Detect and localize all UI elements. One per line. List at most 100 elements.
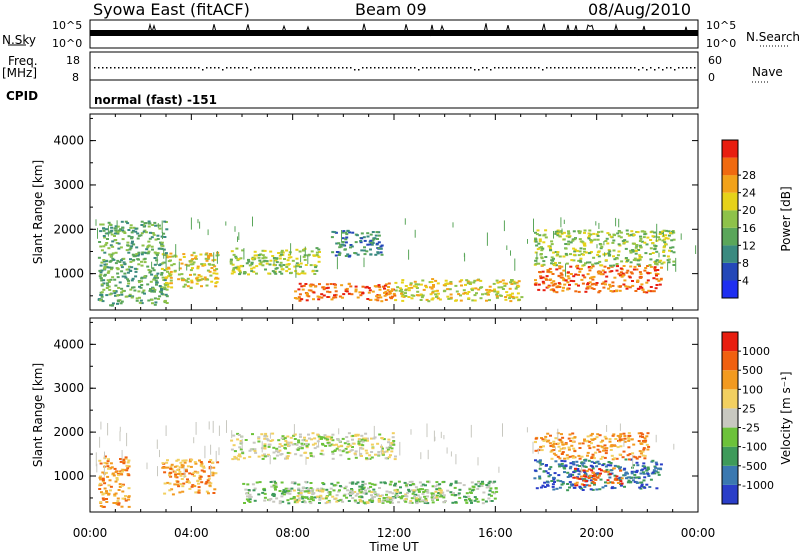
power-panel-cell bbox=[189, 269, 193, 272]
velocity-panel-cell bbox=[212, 466, 216, 469]
freq-dot bbox=[362, 67, 364, 69]
velocity-panel-cell bbox=[370, 451, 374, 453]
power-panel-cell bbox=[544, 229, 548, 232]
velocity-panel-cell bbox=[390, 501, 394, 504]
velocity-panel-cell bbox=[598, 450, 602, 453]
power-panel-cell bbox=[100, 291, 104, 294]
power-panel-cell bbox=[206, 278, 210, 281]
velocity-panel-cell bbox=[354, 500, 358, 503]
power-panel-cell bbox=[147, 299, 151, 302]
velocity-panel-cell bbox=[376, 493, 380, 496]
power-panel-cell bbox=[103, 263, 107, 266]
power-panel-cell bbox=[384, 298, 388, 301]
power-panel-cell bbox=[500, 286, 504, 289]
power-panel-cell bbox=[103, 274, 107, 277]
power-panel-cell bbox=[375, 242, 379, 245]
velocity-panel-cell bbox=[639, 442, 643, 445]
power-panel-cell bbox=[574, 237, 577, 240]
velocity-panel-cell bbox=[125, 469, 129, 472]
power-panel-cell bbox=[549, 249, 553, 252]
power-panel-cell bbox=[280, 251, 284, 254]
power-panel-cell bbox=[556, 229, 560, 232]
power-panel-cell bbox=[579, 257, 583, 260]
velocity-panel-cell bbox=[408, 501, 412, 504]
velocity-panel-cell bbox=[362, 492, 366, 495]
power-panel-cell bbox=[131, 277, 135, 280]
power-panel-cell bbox=[646, 265, 650, 267]
velocity-panel-cell bbox=[263, 444, 267, 447]
power-panel-cell bbox=[590, 287, 594, 290]
velocity-panel-cell bbox=[416, 488, 420, 491]
freq-dot bbox=[578, 67, 580, 69]
power-panel-cell bbox=[302, 255, 306, 258]
power-panel-cell bbox=[167, 266, 171, 269]
velocity-panel-cell bbox=[603, 435, 607, 438]
power-panel-colorbar-tick-label: 20 bbox=[742, 204, 756, 217]
velocity-panel-cell bbox=[476, 500, 480, 503]
velocity-panel-cell bbox=[349, 494, 352, 497]
power-panel-cell bbox=[129, 288, 133, 291]
freq-dot bbox=[206, 67, 208, 69]
velocity-panel-cell bbox=[621, 456, 625, 459]
freq-dot bbox=[638, 69, 640, 71]
velocity-panel-cell bbox=[182, 482, 186, 485]
velocity-panel-cell bbox=[610, 469, 614, 472]
power-panel-cell bbox=[652, 277, 656, 280]
velocity-panel-cell bbox=[437, 492, 441, 494]
power-panel-cell bbox=[413, 285, 416, 288]
nave-tick-top: 60 bbox=[708, 54, 722, 67]
velocity-panel-streak bbox=[119, 431, 121, 442]
power-panel-cell bbox=[541, 247, 545, 250]
xtick-label: 12:00 bbox=[377, 526, 412, 540]
power-panel-cell bbox=[567, 277, 571, 280]
velocity-panel-cell bbox=[643, 454, 647, 457]
freq-dot bbox=[510, 67, 512, 69]
velocity-panel-streak bbox=[269, 455, 271, 465]
power-panel-streak bbox=[307, 254, 309, 264]
power-panel-cell bbox=[638, 271, 642, 274]
power-panel-cell bbox=[554, 230, 558, 233]
power-panel-cell bbox=[148, 237, 152, 240]
velocity-panel-ytick-label: 2000 bbox=[53, 425, 84, 439]
power-panel-cell bbox=[377, 241, 381, 244]
velocity-panel-cell bbox=[619, 435, 623, 438]
velocity-panel-cell bbox=[269, 498, 273, 500]
velocity-panel-cell bbox=[454, 494, 457, 496]
velocity-panel-cell bbox=[289, 441, 293, 444]
velocity-panel-cell bbox=[357, 438, 361, 441]
power-panel-cell bbox=[548, 267, 552, 270]
beam-title: Beam 09 bbox=[355, 0, 427, 19]
velocity-panel-cell bbox=[241, 452, 245, 455]
power-panel-cell bbox=[618, 289, 622, 292]
velocity-panel-cell bbox=[358, 490, 362, 493]
power-panel-cell bbox=[341, 243, 345, 246]
velocity-panel-cell bbox=[216, 461, 220, 464]
velocity-panel-streak bbox=[554, 446, 556, 451]
freq-dot bbox=[158, 67, 160, 69]
power-panel-cell bbox=[158, 227, 162, 230]
freq-dot bbox=[590, 67, 592, 69]
power-panel-cell bbox=[419, 293, 423, 296]
velocity-panel-cell bbox=[619, 483, 622, 485]
power-panel-cell bbox=[496, 291, 500, 294]
velocity-panel-cell bbox=[639, 452, 643, 455]
freq-dot bbox=[454, 67, 456, 69]
power-panel-cell bbox=[479, 286, 482, 289]
velocity-panel-cell bbox=[553, 472, 557, 475]
velocity-panel-cell bbox=[363, 439, 367, 442]
velocity-panel-cell bbox=[190, 485, 194, 488]
power-panel-cell bbox=[122, 261, 126, 264]
velocity-panel-cell bbox=[458, 496, 462, 499]
velocity-panel-cell bbox=[592, 482, 596, 485]
freq-dot bbox=[598, 67, 600, 69]
velocity-panel-cell bbox=[343, 442, 347, 445]
velocity-panel-cell bbox=[595, 465, 599, 468]
power-panel-cell bbox=[253, 254, 257, 257]
power-panel-cell bbox=[140, 224, 144, 226]
velocity-panel-cell bbox=[435, 494, 439, 497]
velocity-panel-cell bbox=[578, 477, 582, 480]
power-panel-streak bbox=[598, 222, 600, 229]
power-panel-cell bbox=[347, 292, 351, 295]
power-panel-cell bbox=[145, 248, 149, 251]
velocity-panel-cell bbox=[386, 500, 390, 503]
